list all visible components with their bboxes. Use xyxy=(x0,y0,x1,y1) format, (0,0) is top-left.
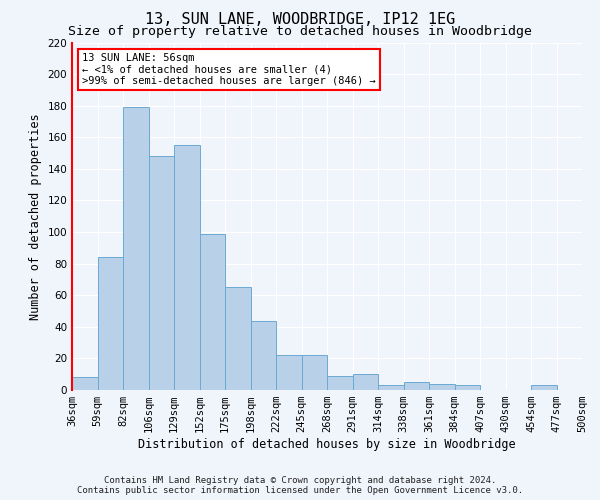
Bar xyxy=(225,288,251,390)
Bar xyxy=(199,234,225,390)
Text: Size of property relative to detached houses in Woodbridge: Size of property relative to detached ho… xyxy=(68,25,532,38)
Bar xyxy=(455,386,480,390)
X-axis label: Distribution of detached houses by size in Woodbridge: Distribution of detached houses by size … xyxy=(138,438,516,451)
Bar xyxy=(251,320,276,390)
Bar xyxy=(302,356,327,390)
Bar xyxy=(72,378,97,390)
Bar xyxy=(327,376,353,390)
Text: Contains HM Land Registry data © Crown copyright and database right 2024.
Contai: Contains HM Land Registry data © Crown c… xyxy=(77,476,523,495)
Bar xyxy=(429,384,455,390)
Bar xyxy=(353,374,378,390)
Text: 13, SUN LANE, WOODBRIDGE, IP12 1EG: 13, SUN LANE, WOODBRIDGE, IP12 1EG xyxy=(145,12,455,28)
Bar xyxy=(123,108,149,390)
Bar xyxy=(531,386,557,390)
Bar xyxy=(174,145,199,390)
Y-axis label: Number of detached properties: Number of detached properties xyxy=(29,113,42,320)
Bar xyxy=(149,156,174,390)
Bar xyxy=(404,382,429,390)
Bar xyxy=(97,258,123,390)
Bar xyxy=(378,386,404,390)
Bar xyxy=(276,356,302,390)
Text: 13 SUN LANE: 56sqm
← <1% of detached houses are smaller (4)
>99% of semi-detache: 13 SUN LANE: 56sqm ← <1% of detached hou… xyxy=(82,53,376,86)
